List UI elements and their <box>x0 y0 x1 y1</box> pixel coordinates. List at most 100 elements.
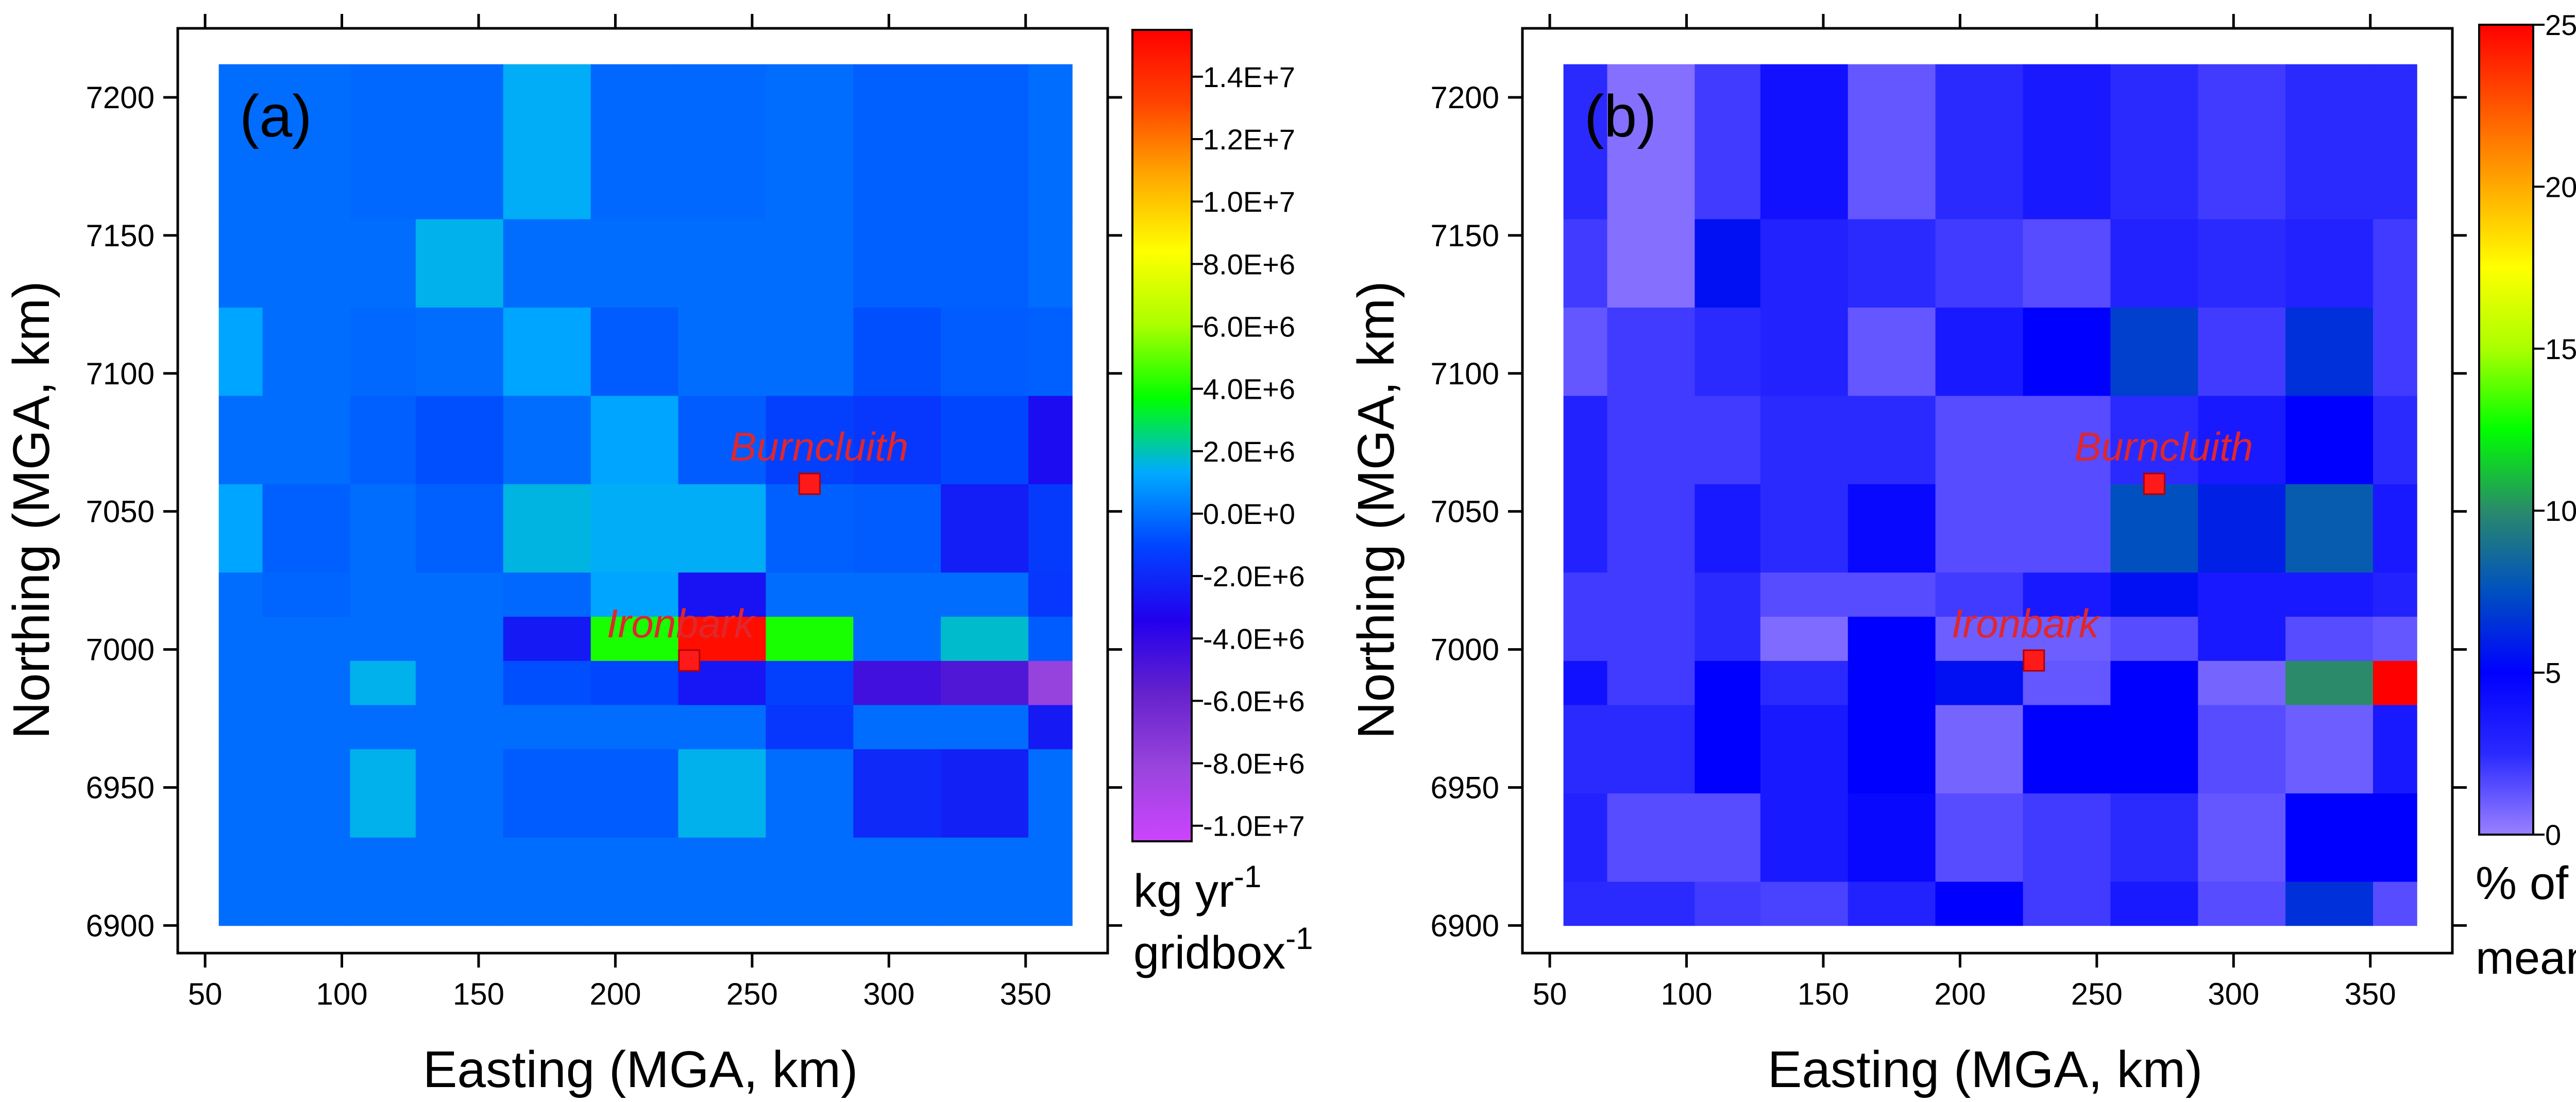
heatmap-cell <box>262 572 351 617</box>
colorbar-b: 0 5 10 15 20 25 % of mean <box>2476 9 2576 984</box>
heatmap-cell <box>503 660 591 705</box>
heatmap-cell <box>1563 307 1608 396</box>
heatmap-cell <box>766 616 854 661</box>
colorbar-tick-label: 10 <box>2545 495 2576 527</box>
heatmap-cell <box>1694 881 1761 926</box>
x-tick-label: 150 <box>453 977 504 1011</box>
heatmap-cell <box>1694 130 1761 219</box>
heatmap-cell <box>1848 704 1936 794</box>
heatmap-cell <box>503 218 591 308</box>
heatmap-cell <box>2110 64 2199 131</box>
heatmap-cell <box>941 484 1029 573</box>
colorbar-a: 1.4E+7 1.2E+7 1.0E+7 8.0E+6 6.0E+6 4.0E+6 2.0E… <box>1131 29 1313 979</box>
heatmap-cell <box>218 660 263 705</box>
heatmap-cell <box>766 307 854 396</box>
heatmap-cell <box>853 572 941 617</box>
heatmap-cell <box>853 484 941 573</box>
heatmap-cell <box>415 616 504 661</box>
x-axis-title-b: Easting (MGA, km) <box>1768 1041 2203 1098</box>
heatmap-cell <box>1848 395 1936 484</box>
heatmap-cell <box>853 616 941 661</box>
heatmap-cell <box>262 218 351 308</box>
heatmap-cell <box>1760 881 1849 926</box>
heatmap-cell <box>590 64 679 219</box>
heatmap-cell <box>590 749 679 838</box>
heatmap-cell <box>766 218 854 308</box>
heatmap-cell <box>1935 64 2024 131</box>
heatmap-cell <box>1848 793 1936 882</box>
heatmap-cell <box>1028 837 1073 926</box>
heatmap-cell <box>2198 307 2286 396</box>
heatmap-cell <box>1607 881 1696 926</box>
heatmap-cell <box>1607 572 1696 617</box>
heatmap-cell <box>678 395 767 484</box>
x-axis-title-a: Easting (MGA, km) <box>423 1041 858 1098</box>
heatmap-cell <box>1028 749 1073 838</box>
heatmap-cell <box>2198 130 2286 219</box>
heatmap-cell <box>2110 130 2199 219</box>
y-tick-label: 6950 <box>1431 771 1499 805</box>
heatmap-cell <box>350 218 416 308</box>
heatmap-cell <box>1563 572 1608 617</box>
heatmap-cell <box>2110 881 2199 926</box>
heatmap-cell <box>1563 793 1608 882</box>
heatmap-cell <box>2110 218 2199 308</box>
heatmap-cell <box>1694 660 1761 705</box>
heatmap-cell <box>1563 64 1608 131</box>
heatmap-cell <box>415 749 504 838</box>
heatmap-cell <box>2285 395 2374 484</box>
colorbar-tick-label: 4.0E+6 <box>1203 373 1295 405</box>
heatmap-cell <box>1848 307 1936 396</box>
heatmap-cell <box>1848 218 1936 308</box>
y-ticks-b: 6900 6950 7000 7050 7100 7150 7200 <box>1431 80 2467 943</box>
heatmap-cell <box>766 64 854 219</box>
heatmap-cell <box>590 218 679 308</box>
heatmap-cell <box>941 660 1029 705</box>
heatmap-cell <box>2110 704 2199 794</box>
heatmap-cell <box>415 64 504 219</box>
y-axis-title-b: Northing (MGA, km) <box>1347 281 1405 739</box>
sites-b: Burncluith Ironbark <box>1952 424 2253 672</box>
heatmap-cell <box>678 218 767 308</box>
heatmap-cell <box>2198 395 2286 484</box>
heatmap-cell <box>218 395 263 484</box>
heatmap-cell <box>1760 616 1849 661</box>
heatmap-cell <box>503 395 591 484</box>
panel-label-b: (b) <box>1584 83 1657 149</box>
heatmap-cell <box>766 572 854 617</box>
colorbar-unit-line1-a: kg yr-1 <box>1133 859 1261 917</box>
heatmap-cell <box>2373 793 2417 882</box>
heatmap-cell <box>1694 572 1761 617</box>
colorbar-tick-label: 2.0E+6 <box>1203 435 1295 468</box>
colorbar-tick-label: 1.4E+7 <box>1203 61 1295 93</box>
heatmap-cell <box>2285 616 2374 661</box>
heatmap-cell <box>941 704 1029 750</box>
heatmap-cell <box>2198 218 2286 308</box>
heatmap-cell <box>1607 218 1696 308</box>
heatmap-cell <box>1563 484 1608 573</box>
heatmap-cell <box>590 572 679 617</box>
colorbar-tick-label: 1.2E+7 <box>1203 123 1295 156</box>
heatmap-cell <box>350 64 416 219</box>
heatmap-cell <box>1694 307 1761 396</box>
heatmap-cell <box>1607 660 1696 705</box>
heatmap-cell <box>2023 307 2111 396</box>
y-tick-label: 7200 <box>1431 80 1499 115</box>
colorbar-tick-label: 15 <box>2545 333 2576 365</box>
heatmap-cell <box>1935 660 2024 705</box>
heatmap-cell <box>853 749 941 838</box>
heatmap-cell <box>350 704 416 750</box>
heatmap-cell <box>1028 395 1073 484</box>
site-label: Ironbark <box>1952 601 2101 646</box>
heatmap-cell <box>1760 64 1849 131</box>
x-tick-label: 300 <box>863 977 914 1011</box>
heatmap-cell <box>590 484 679 573</box>
x-ticks-a: 50 100 150 200 250 300 350 <box>188 14 1052 1011</box>
heatmap-cell <box>941 837 1029 926</box>
heatmap-cell <box>2285 484 2374 573</box>
heatmap-cell <box>853 395 941 484</box>
heatmap-cell <box>678 749 767 838</box>
sites-a: Burncluith Ironbark <box>607 424 908 672</box>
x-tick-label: 200 <box>589 977 641 1011</box>
